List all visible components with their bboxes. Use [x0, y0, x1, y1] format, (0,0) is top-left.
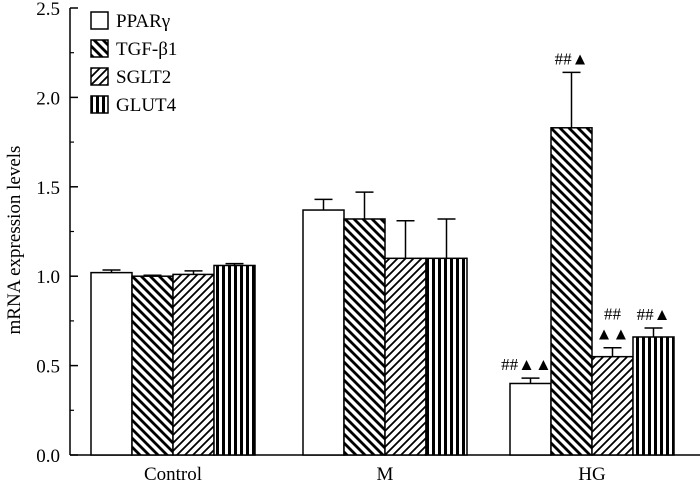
y-axis-label: mRNA expression levels	[4, 146, 25, 335]
y-tick-label: 2.5	[36, 0, 60, 20]
x-tick-label: Control	[144, 464, 202, 485]
bar	[384, 257, 427, 456]
legend-swatch	[90, 95, 109, 114]
bar	[591, 355, 634, 456]
significance-label: ##▲▲	[501, 355, 552, 374]
legend: PPARγ TGF-β1 SGLT2 GLUT4	[90, 11, 177, 116]
legend-label: SGLT2	[116, 67, 171, 88]
y-tick-label: 0.5	[36, 357, 60, 378]
bar	[509, 382, 552, 456]
significance-label: ##▲	[555, 49, 589, 68]
y-tick-label: 0.0	[36, 446, 60, 467]
bar	[632, 336, 675, 456]
legend-label: TGF-β1	[116, 39, 177, 60]
bars: ##▲▲ ##▲ ##▲▲ ##▲	[90, 49, 675, 456]
bar	[425, 257, 468, 456]
x-tick-label: HG	[578, 464, 606, 485]
bar	[90, 271, 133, 456]
legend-swatch	[90, 11, 109, 30]
significance-label: ▲▲	[596, 325, 630, 344]
y-tick-label: 2.0	[36, 88, 60, 109]
bar	[131, 275, 174, 456]
significance-label: ##▲	[637, 305, 671, 324]
bar	[343, 218, 386, 456]
legend-label: GLUT4	[116, 95, 177, 116]
x-tick-label: M	[377, 464, 394, 485]
bar	[213, 264, 256, 456]
bar	[302, 209, 345, 456]
y-tick-label: 1.5	[36, 178, 60, 199]
legend-label: PPARγ	[116, 11, 170, 32]
y-tick-label: 1.0	[36, 267, 60, 288]
bar	[172, 273, 215, 456]
bar	[550, 127, 593, 456]
significance-label: ##	[604, 305, 622, 324]
legend-swatch	[90, 67, 109, 86]
legend-swatch	[90, 39, 109, 58]
